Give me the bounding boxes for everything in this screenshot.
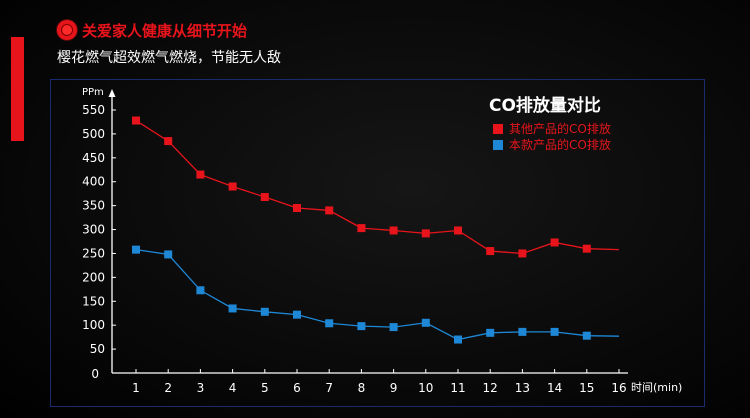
data-point-this — [421, 318, 430, 327]
data-point-this — [582, 331, 591, 340]
data-point-other — [518, 249, 527, 258]
data-point-other — [325, 206, 334, 215]
y-tick-label: 0 — [91, 367, 99, 381]
data-point-this — [486, 328, 495, 337]
data-point-other — [389, 226, 398, 235]
y-tick-label: 500 — [82, 127, 105, 141]
data-point-other — [228, 182, 237, 191]
y-tick-label: 350 — [82, 199, 105, 213]
data-point-other — [196, 170, 205, 179]
y-tick-label: 450 — [82, 151, 105, 165]
data-point-other — [293, 204, 301, 213]
x-tick-label: 13 — [515, 381, 530, 395]
x-tick-label: 12 — [483, 381, 498, 395]
x-tick-label: 2 — [164, 381, 172, 395]
series-line-this — [135, 248, 620, 341]
x-tick-label: 3 — [197, 381, 205, 395]
x-tick-label: 1 — [132, 381, 140, 395]
y-tick-label: 100 — [82, 318, 105, 332]
data-point-other — [357, 224, 366, 233]
data-point-other — [421, 229, 430, 238]
x-axis-label: 时间(min) — [631, 381, 682, 394]
x-tick-label: 16 — [611, 381, 626, 395]
data-point-other — [454, 226, 462, 235]
y-axis-label: PPm — [82, 87, 104, 98]
y-axis-arrow — [108, 89, 116, 97]
data-point-this — [454, 335, 462, 344]
data-point-other — [486, 247, 495, 256]
data-point-this — [228, 304, 237, 313]
data-point-this — [132, 245, 140, 254]
data-point-other — [582, 244, 591, 253]
x-tick-label: 9 — [390, 381, 398, 395]
legend-swatch-other — [493, 123, 503, 134]
data-point-this — [196, 286, 205, 295]
y-tick-label: 300 — [82, 223, 105, 237]
page-title: 关爱家人健康从细节开始 — [82, 22, 248, 40]
x-tick-label: 7 — [325, 381, 333, 395]
legend-title: CO排放量对比 — [489, 96, 601, 116]
x-tick-label: 5 — [261, 381, 269, 395]
x-tick-label: 6 — [293, 381, 301, 395]
y-tick-label: 250 — [82, 246, 105, 260]
data-point-this — [260, 307, 269, 316]
data-point-this — [518, 327, 527, 336]
x-tick-label: 14 — [547, 381, 562, 395]
legend-label-this: 本款产品的CO排放 — [509, 138, 611, 152]
data-point-this — [325, 319, 334, 328]
x-tick-label: 8 — [358, 381, 366, 395]
data-point-this — [357, 322, 366, 331]
y-tick-label: 150 — [82, 294, 105, 308]
data-point-this — [293, 310, 301, 319]
data-point-this — [550, 327, 559, 336]
x-tick-label: 10 — [418, 381, 433, 395]
chart-frame — [50, 79, 705, 407]
bullet-icon — [57, 20, 77, 40]
legend-item-this: 本款产品的CO排放 — [493, 136, 611, 153]
data-point-other — [260, 193, 269, 202]
data-point-this — [164, 250, 173, 259]
y-tick-label: 550 — [82, 103, 105, 117]
page-subtitle: 樱花燃气超效燃气燃烧，节能无人敌 — [57, 50, 281, 66]
legend-item-other: 其他产品的CO排放 — [493, 120, 611, 137]
legend-label-other: 其他产品的CO排放 — [509, 122, 611, 136]
y-tick-label: 200 — [82, 270, 105, 284]
y-tick-label: 400 — [82, 175, 105, 189]
accent-bar — [11, 37, 24, 141]
data-point-other — [164, 137, 173, 146]
legend-swatch-this — [493, 139, 503, 150]
x-tick-label: 15 — [579, 381, 594, 395]
x-tick-label: 4 — [229, 381, 237, 395]
data-point-other — [132, 116, 140, 125]
x-tick-label: 11 — [450, 381, 465, 395]
data-point-this — [389, 323, 398, 332]
series-line-other — [135, 119, 620, 255]
data-point-other — [550, 238, 559, 247]
y-tick-label: 50 — [90, 342, 105, 356]
